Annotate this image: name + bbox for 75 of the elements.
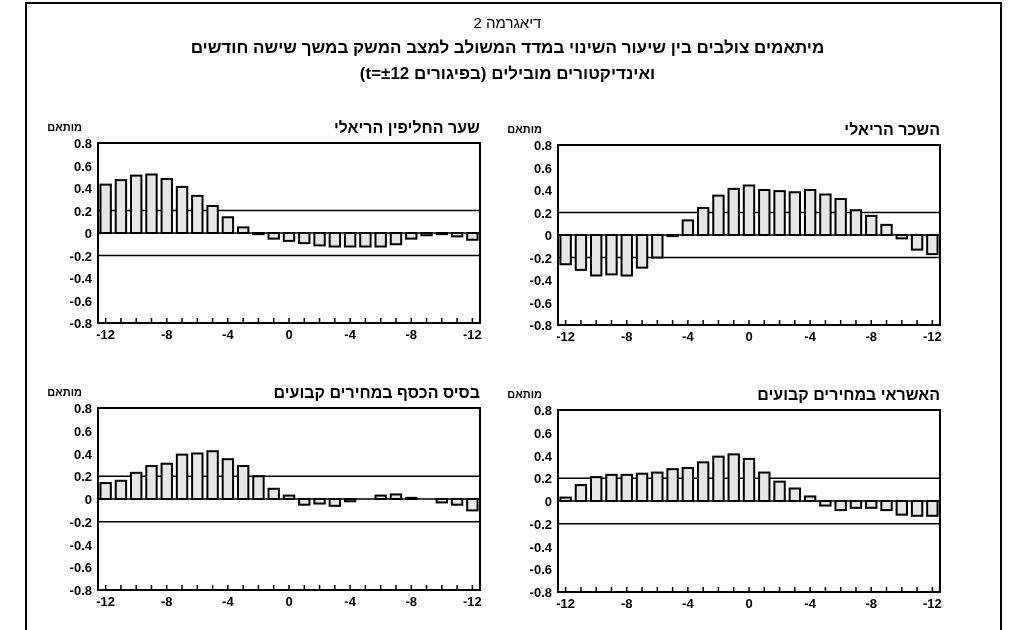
x-tick-label: -4 — [682, 329, 695, 344]
y-tick-label: 0.6 — [73, 158, 92, 174]
y-tick-label: 0.8 — [73, 136, 92, 151]
y-tick-label: 0.2 — [73, 203, 92, 219]
y-tick-label: -0.8 — [529, 585, 552, 600]
y-tick-label: 0.4 — [73, 446, 93, 462]
x-tick-label: -12 — [556, 329, 576, 344]
x-tick-label: -8 — [865, 596, 878, 611]
chart-title: שער החליפין הריאלי — [333, 119, 480, 137]
chart-title: השכר הריאלי — [844, 121, 940, 139]
x-tick-label: -8 — [620, 329, 633, 344]
x-tick-label: -12 — [462, 327, 482, 342]
y-tick-label: 0.2 — [73, 469, 92, 485]
y-tick-label: -0.2 — [529, 516, 552, 532]
y-tick-label: -0.4 — [69, 537, 93, 553]
x-tick-label: -4 — [344, 594, 357, 609]
x-tick-label: 0 — [285, 327, 293, 342]
y-tick-label: -0.6 — [529, 562, 552, 578]
x-tick-label: 0 — [745, 596, 753, 611]
chart-title: בסיס הכסף במחירים קבועים — [273, 384, 480, 402]
y-axis-title: מותאם — [47, 121, 82, 133]
x-tick-label: -8 — [405, 327, 418, 342]
x-tick-label: -12 — [96, 594, 116, 609]
y-tick-label: 0.8 — [73, 401, 92, 416]
y-tick-label: 0.6 — [73, 423, 92, 439]
x-tick-label: 0 — [285, 594, 293, 609]
y-tick-label: 0.6 — [533, 425, 552, 441]
y-tick-label: -0.2 — [69, 248, 92, 264]
x-tick-label: -4 — [804, 329, 817, 344]
y-tick-label: 0.8 — [533, 403, 552, 418]
x-tick-label: -12 — [922, 596, 942, 611]
y-tick-label: 0.2 — [533, 471, 552, 487]
x-tick-label: -4 — [222, 327, 235, 342]
y-axis-title: מותאם — [507, 123, 542, 135]
x-tick-label: -4 — [222, 594, 235, 609]
text: דיאגרמה 2 — [472, 14, 543, 31]
y-axis-title: מותאם — [47, 386, 82, 398]
y-tick-label: -0.6 — [69, 293, 92, 309]
x-tick-label: -8 — [405, 594, 418, 609]
y-tick-label: 0.8 — [533, 138, 552, 153]
y-tick-label: -0.2 — [69, 514, 92, 530]
x-tick-label: -8 — [620, 596, 633, 611]
x-tick-label: -8 — [160, 327, 173, 342]
x-tick-label: -12 — [922, 329, 942, 344]
y-tick-label: 0.2 — [533, 205, 552, 221]
y-tick-label: 0.4 — [73, 181, 93, 196]
chart-title: האשראי במחירים קבועים — [757, 386, 940, 404]
y-tick-label: -0.8 — [529, 318, 552, 333]
x-tick-label: -12 — [462, 594, 482, 609]
y-tick-label: -0.4 — [529, 273, 553, 288]
y-tick-label: 0.4 — [533, 448, 553, 464]
text: מיתאמים צולבים בין שיעור השינוי במדד המשולב למצב המשק במשך שישה חודשים — [189, 38, 826, 58]
y-tick-label: -0.6 — [69, 560, 92, 576]
x-tick-label: -4 — [804, 596, 817, 611]
y-tick-label: -0.6 — [529, 295, 552, 311]
x-tick-label: -12 — [96, 327, 116, 342]
y-tick-label: -0.2 — [529, 250, 552, 266]
y-tick-label: 0 — [544, 494, 552, 509]
x-tick-label: -4 — [682, 596, 695, 611]
y-tick-label: 0.4 — [533, 183, 553, 198]
y-tick-label: -0.8 — [69, 316, 92, 331]
y-axis-title: מותאם — [507, 388, 542, 400]
x-tick-label: -8 — [160, 594, 173, 609]
y-tick-label: -0.8 — [69, 583, 92, 598]
y-tick-label: -0.4 — [529, 539, 553, 555]
x-tick-label: 0 — [745, 329, 753, 344]
y-tick-label: 0 — [544, 228, 552, 243]
text: ואינדיקטורים מובילים (בפיגורים t=±12) — [358, 64, 657, 84]
x-tick-label: -8 — [865, 329, 878, 344]
y-tick-label: 0.6 — [533, 160, 552, 176]
x-tick-label: -4 — [344, 327, 357, 342]
y-tick-label: 0 — [84, 492, 92, 507]
y-tick-label: -0.4 — [69, 271, 93, 286]
x-tick-label: -12 — [556, 596, 576, 611]
y-tick-label: 0 — [84, 226, 92, 241]
